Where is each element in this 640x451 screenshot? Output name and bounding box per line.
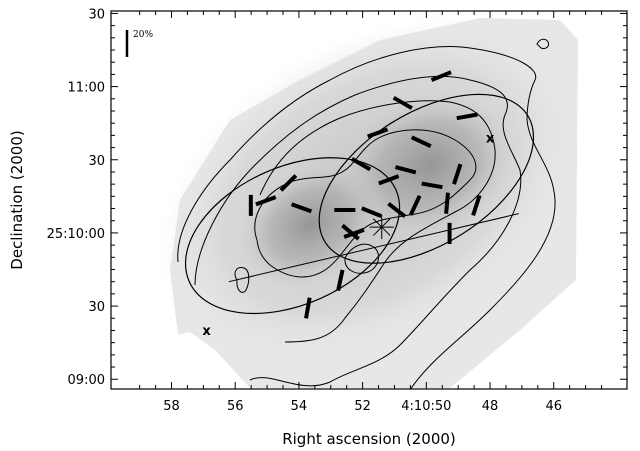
y-tick-label: 11:00 — [68, 81, 105, 96]
polarization-vector — [387, 201, 407, 219]
polarization-vector — [304, 297, 312, 319]
polarization-vector — [410, 135, 432, 148]
outflow-axis — [228, 213, 519, 283]
ellipses — [184, 93, 535, 315]
x-tick-label: 54 — [291, 399, 308, 414]
intensity-contours — [177, 38, 556, 389]
y-tick-label: 30 — [88, 7, 105, 22]
star-ray — [372, 218, 391, 236]
polarization-vectors — [248, 70, 482, 319]
x-tick-label: 58 — [163, 399, 180, 414]
contour-level-2 — [194, 76, 522, 387]
polarization-vector — [378, 174, 400, 186]
polarization-vector — [421, 181, 443, 190]
polarization-vector — [367, 127, 389, 139]
contour-blob-north — [536, 38, 549, 49]
contour-level-5 — [344, 243, 379, 274]
scale-bar: 20% — [125, 30, 153, 57]
y-tick-label: 09:00 — [68, 373, 105, 388]
polarization-vector — [350, 157, 372, 172]
outflow-axis-line — [228, 213, 519, 283]
polarization-vector — [452, 163, 463, 185]
cross-marker-label: x — [202, 324, 211, 339]
polarization-vector — [279, 174, 298, 192]
plot-frame — [110, 10, 628, 390]
x-tick-label: 46 — [545, 399, 562, 414]
contour-level-1 — [177, 46, 556, 389]
x-tick-label: 56 — [227, 399, 244, 414]
polarization-vector — [392, 95, 413, 110]
polarization-vector — [456, 112, 478, 121]
polarization-vector — [290, 202, 313, 214]
polarization-vector — [341, 223, 360, 241]
polarization-vector — [255, 195, 277, 207]
polarization-vector — [408, 194, 422, 216]
y-tick-label: 30 — [88, 154, 105, 169]
polarization-vector — [336, 269, 345, 291]
region-ellipse-2 — [318, 93, 535, 264]
polarization-vector — [471, 194, 482, 216]
contour-level-4 — [254, 129, 477, 278]
source-star-icon — [369, 215, 394, 240]
y-tick-label: 30 — [88, 300, 105, 315]
ticks: 58 56 54 52 4:10:50 48 46 30 09:00 25:10:00 30 11:0… — [47, 7, 627, 414]
cross-labels: xx — [202, 131, 494, 339]
polarization-vector — [444, 192, 450, 214]
region-ellipse-1 — [184, 157, 401, 315]
x-axis-title: Right ascension (2000) — [282, 430, 456, 448]
polarization-vector — [394, 165, 417, 175]
x-tick-label: 4:10:50 — [401, 399, 451, 414]
cross-marker-label: x — [486, 131, 495, 146]
polarization-vector — [343, 227, 365, 239]
x-tick-label: 52 — [354, 399, 371, 414]
y-tick-label: 25:10:00 — [47, 227, 105, 242]
polarization-vector — [430, 70, 452, 82]
emission-background — [157, 16, 583, 388]
scale-bar-label: 20% — [133, 30, 153, 40]
x-tick-label: 48 — [482, 399, 499, 414]
polarization-vector — [361, 206, 383, 218]
contour-level-3 — [259, 100, 496, 343]
y-axis-title: Declination (2000) — [8, 130, 26, 269]
